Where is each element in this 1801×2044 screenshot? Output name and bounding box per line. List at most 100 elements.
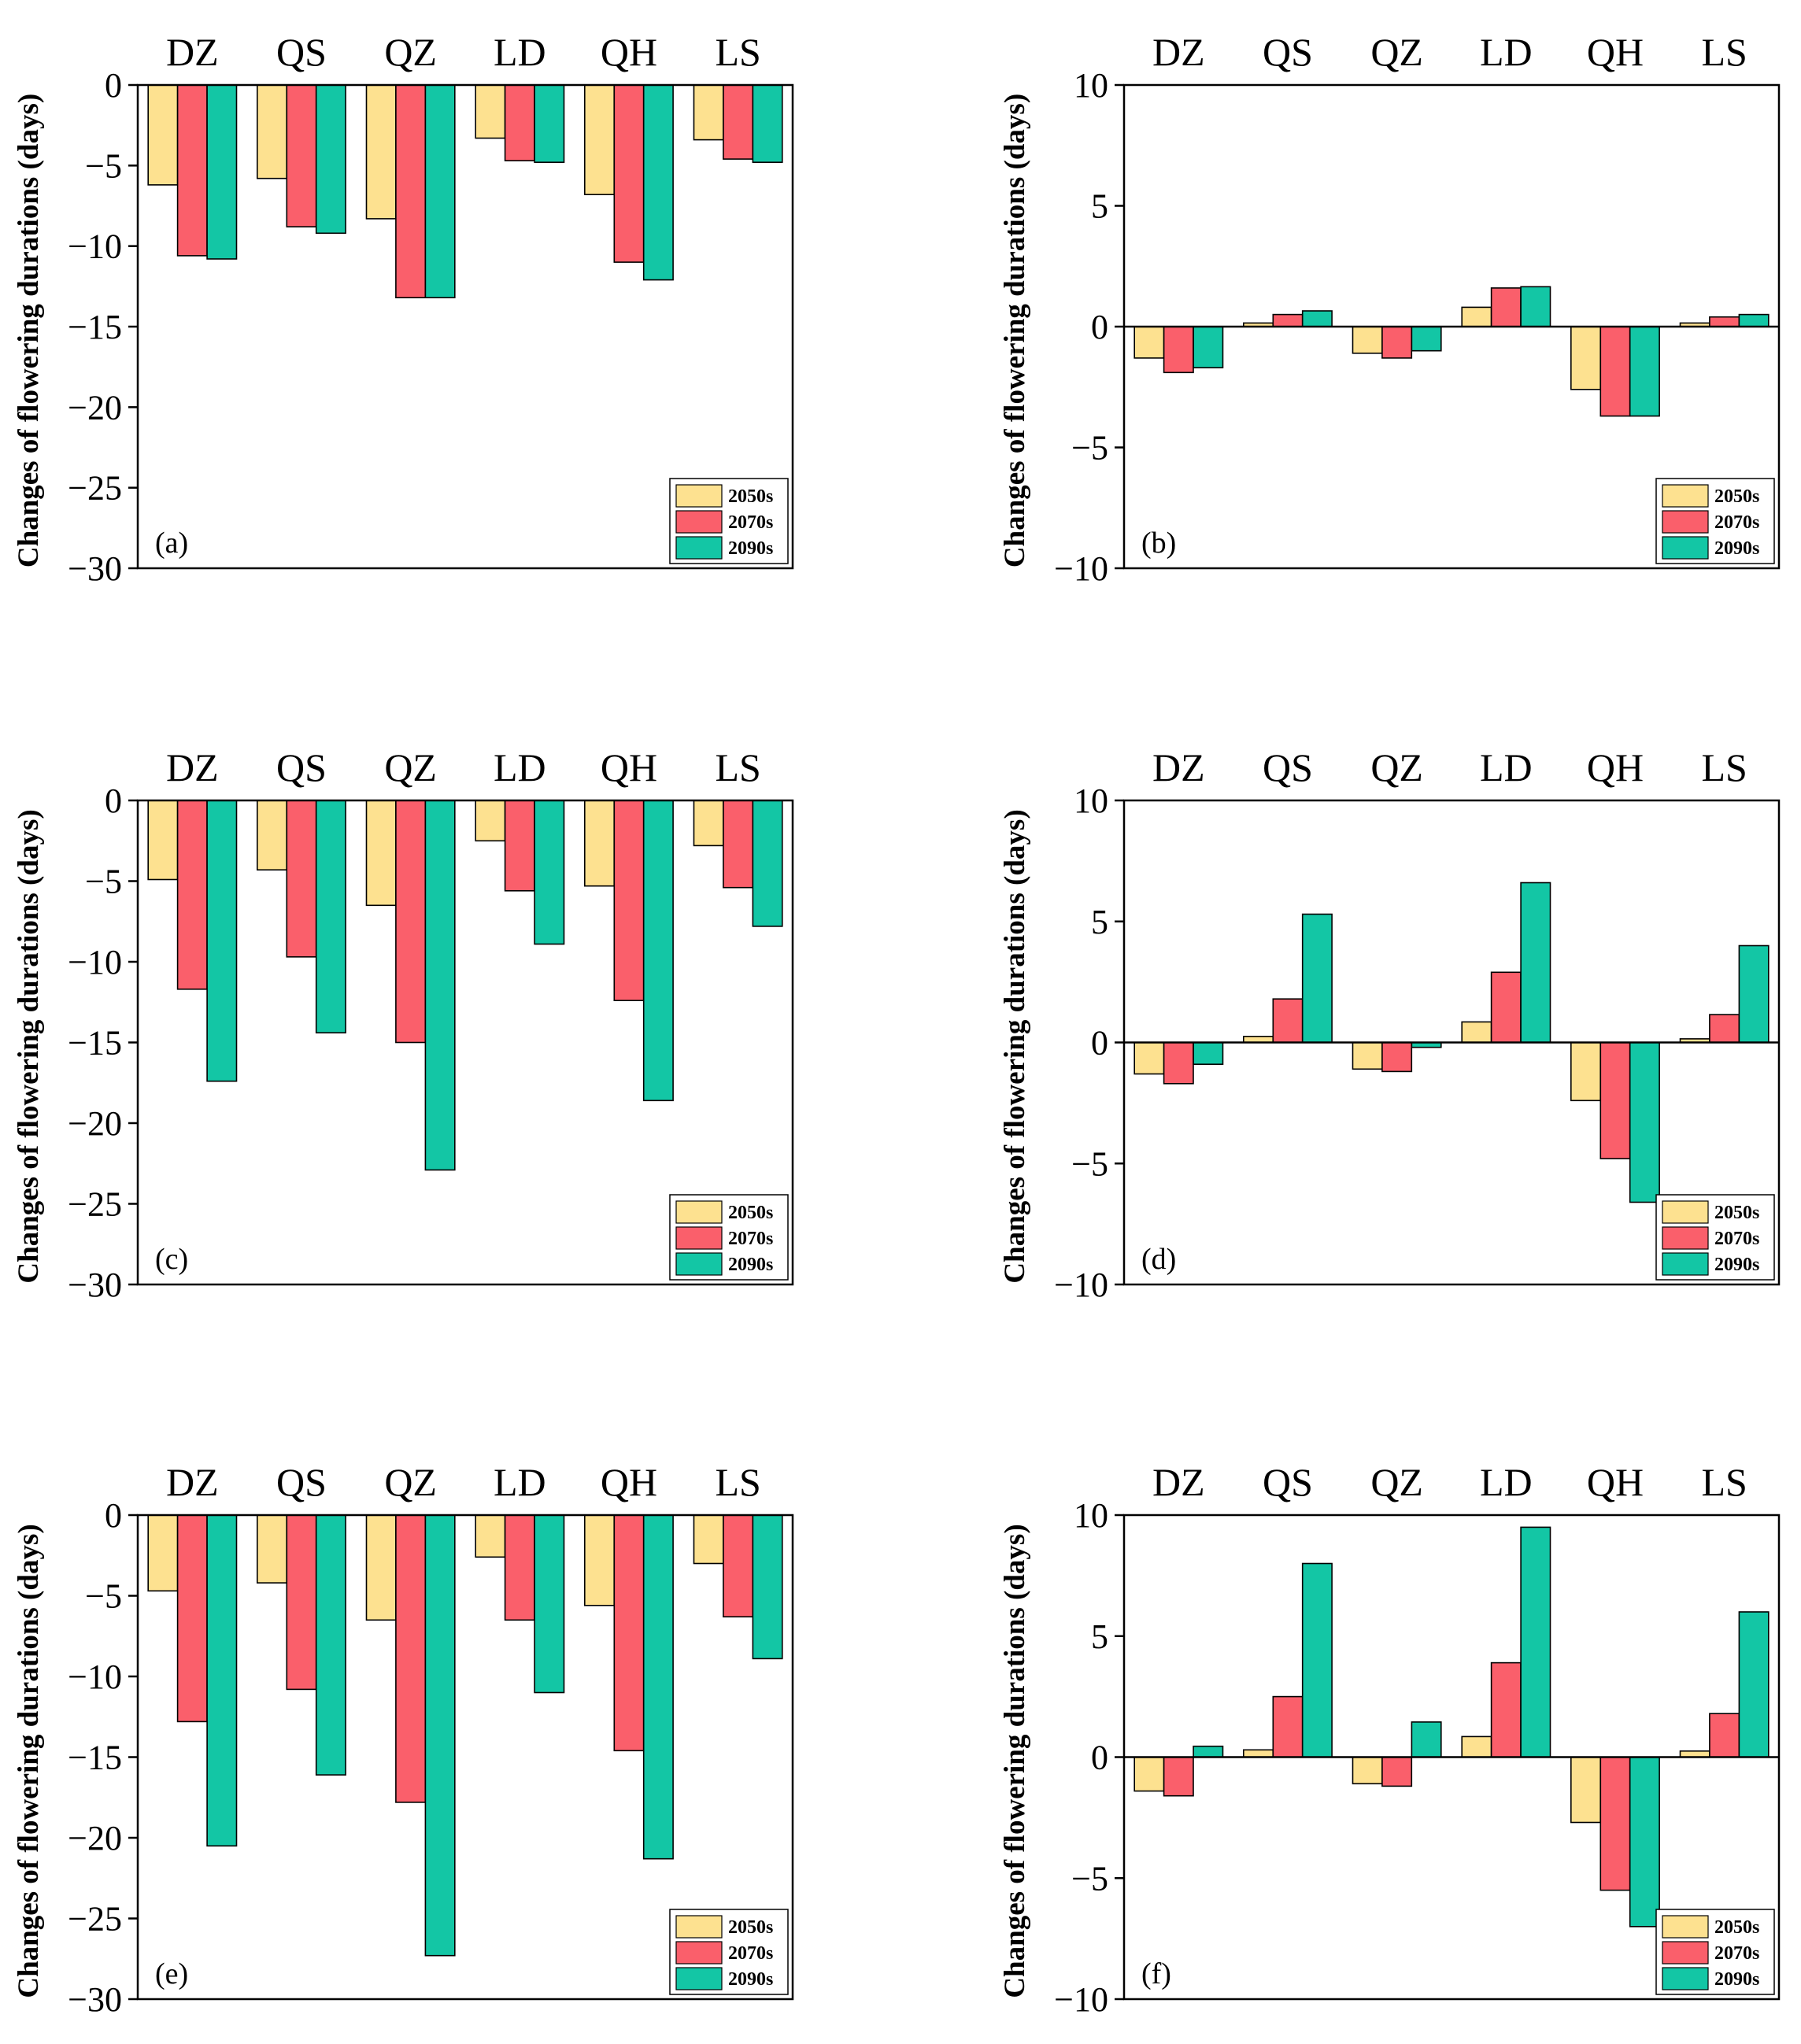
bar-ld-2070s xyxy=(1490,971,1522,1044)
bar-ls-2090s xyxy=(1738,944,1770,1044)
category-label-qh: QH xyxy=(1587,1460,1644,1504)
y-tick-label: −5 xyxy=(85,146,122,185)
bar-qz-2050s xyxy=(365,800,397,907)
category-label-qs: QS xyxy=(1263,745,1313,789)
bar-qh-2050s xyxy=(583,800,615,887)
y-tick-label: −10 xyxy=(68,227,122,266)
bar-qz-2090s xyxy=(1411,1721,1442,1758)
bar-qh-2050s xyxy=(583,1514,615,1606)
legend-label-2090s: 2090s xyxy=(728,1255,773,1275)
category-label-ls: LS xyxy=(1701,1460,1747,1504)
bar-qh-2070s xyxy=(613,84,645,263)
category-label-dz: DZ xyxy=(166,30,219,74)
category-label-dz: DZ xyxy=(1152,745,1205,789)
bar-qz-2050s xyxy=(1352,326,1383,354)
legend-label-2050s: 2050s xyxy=(728,486,773,507)
chart-panel-6: 10 5 0 −5 −10 DZ QS QZ LD QH LS Changes of flowerin… xyxy=(999,1460,1781,2019)
bar-qh-2070s xyxy=(1599,1041,1631,1159)
y-tick-label: −25 xyxy=(68,469,122,508)
legend: 2050s 2070s 2090s xyxy=(1655,1194,1775,1281)
chart-panel-2: 10 5 0 −5 −10 DZ QS QZ LD QH LS Changes of flowerin… xyxy=(999,30,1781,588)
legend: 2050s 2070s 2090s xyxy=(669,1194,789,1281)
legend-swatch-2070s xyxy=(1662,1941,1709,1965)
bar-dz-2070s xyxy=(176,800,208,990)
bar-qh-2050s xyxy=(1570,326,1602,390)
legend-swatch-2050s xyxy=(675,1915,723,1939)
bar-ld-2070s xyxy=(1490,1661,1522,1758)
legend-label-2050s: 2050s xyxy=(1714,1203,1759,1223)
y-tick-label: −5 xyxy=(85,863,122,901)
legend-swatch-2070s xyxy=(1662,1226,1709,1250)
legend-swatch-2050s xyxy=(675,1200,723,1224)
chart-panel-1: 0 −5 −10 −15 −20 −25 −30 DZ QS QZ LD QH LS Changes of… xyxy=(13,30,794,588)
bar-ls-2090s xyxy=(752,1514,783,1660)
y-tick-label: 5 xyxy=(1091,187,1108,226)
bar-qh-2090s xyxy=(642,84,674,281)
bar-ls-2070s xyxy=(723,84,754,160)
bar-ls-2050s xyxy=(693,1514,724,1565)
y-tick-label: 0 xyxy=(105,782,122,820)
bar-qz-2070s xyxy=(1381,1756,1413,1787)
y-tick-label: −10 xyxy=(1054,1266,1108,1304)
bar-qs-2090s xyxy=(1301,913,1333,1044)
chart-panel-4: 10 5 0 −5 −10 DZ QS QZ LD QH LS Changes of flowerin… xyxy=(999,745,1781,1304)
y-axis-title: Changes of flowering durations (days) xyxy=(13,94,45,567)
bar-ls-2070s xyxy=(1709,1713,1740,1758)
bar-qh-2090s xyxy=(642,800,674,1102)
bar-dz-2050s xyxy=(1133,1041,1165,1075)
y-tick-label: −25 xyxy=(68,1900,122,1939)
legend-swatch-2050s xyxy=(1662,1915,1709,1939)
y-tick-label: 0 xyxy=(1091,308,1108,346)
y-axis-title: Changes of flowering durations (days) xyxy=(13,809,45,1283)
category-label-ls: LS xyxy=(715,30,760,74)
y-tick-label: −10 xyxy=(68,1658,122,1696)
y-tick-label: 0 xyxy=(1091,1024,1108,1063)
legend-label-2090s: 2090s xyxy=(728,538,773,559)
bar-ld-2090s xyxy=(1520,882,1551,1044)
bar-ld-2090s xyxy=(1520,286,1551,327)
bar-qz-2070s xyxy=(1381,1041,1413,1073)
bar-ld-2070s xyxy=(1490,287,1522,327)
legend-swatch-2070s xyxy=(675,1226,723,1250)
bar-qz-2070s xyxy=(395,800,427,1044)
bar-qh-2070s xyxy=(1599,1756,1631,1891)
y-tick-label: −5 xyxy=(1071,1144,1108,1183)
category-label-qs: QS xyxy=(1263,30,1313,74)
legend-swatch-2090s xyxy=(675,536,723,560)
y-tick-label: −5 xyxy=(1071,429,1108,468)
category-label-qs: QS xyxy=(276,30,327,74)
bar-qs-2050s xyxy=(256,1514,287,1584)
category-label-ld: LD xyxy=(1480,30,1533,74)
bar-qz-2090s xyxy=(1411,326,1442,352)
legend-swatch-2070s xyxy=(1662,510,1709,534)
bar-ls-2090s xyxy=(1738,313,1770,327)
bar-ld-2090s xyxy=(1520,1526,1551,1758)
bar-qh-2090s xyxy=(1629,326,1660,417)
y-tick-label: 0 xyxy=(105,1496,122,1535)
bar-dz-2070s xyxy=(1163,1041,1194,1085)
bar-dz-2090s xyxy=(1193,326,1224,369)
y-tick-label: −5 xyxy=(85,1577,122,1616)
bar-ls-2090s xyxy=(752,84,783,163)
bar-ld-2050s xyxy=(1461,1021,1492,1044)
legend-label-2050s: 2050s xyxy=(1714,486,1759,507)
category-label-ld: LD xyxy=(1480,745,1533,789)
bar-ls-2070s xyxy=(723,1514,754,1617)
bar-ld-2050s xyxy=(475,84,506,139)
bar-dz-2090s xyxy=(206,800,238,1082)
bar-dz-2070s xyxy=(1163,1756,1194,1797)
bar-ls-2070s xyxy=(723,800,754,889)
y-tick-label: −20 xyxy=(68,388,122,427)
bar-qh-2070s xyxy=(613,800,645,1001)
category-label-ls: LS xyxy=(1701,30,1747,74)
bar-ld-2050s xyxy=(475,800,506,842)
legend-swatch-2090s xyxy=(1662,536,1709,560)
bar-qh-2090s xyxy=(642,1514,674,1860)
category-label-qz: QZ xyxy=(1370,30,1423,74)
bar-qs-2050s xyxy=(256,84,287,179)
bar-dz-2090s xyxy=(1193,1745,1224,1758)
legend: 2050s 2070s 2090s xyxy=(669,1909,789,1995)
bar-qz-2090s xyxy=(424,1514,456,1957)
category-label-dz: DZ xyxy=(1152,30,1205,74)
bar-qs-2070s xyxy=(286,1514,317,1691)
